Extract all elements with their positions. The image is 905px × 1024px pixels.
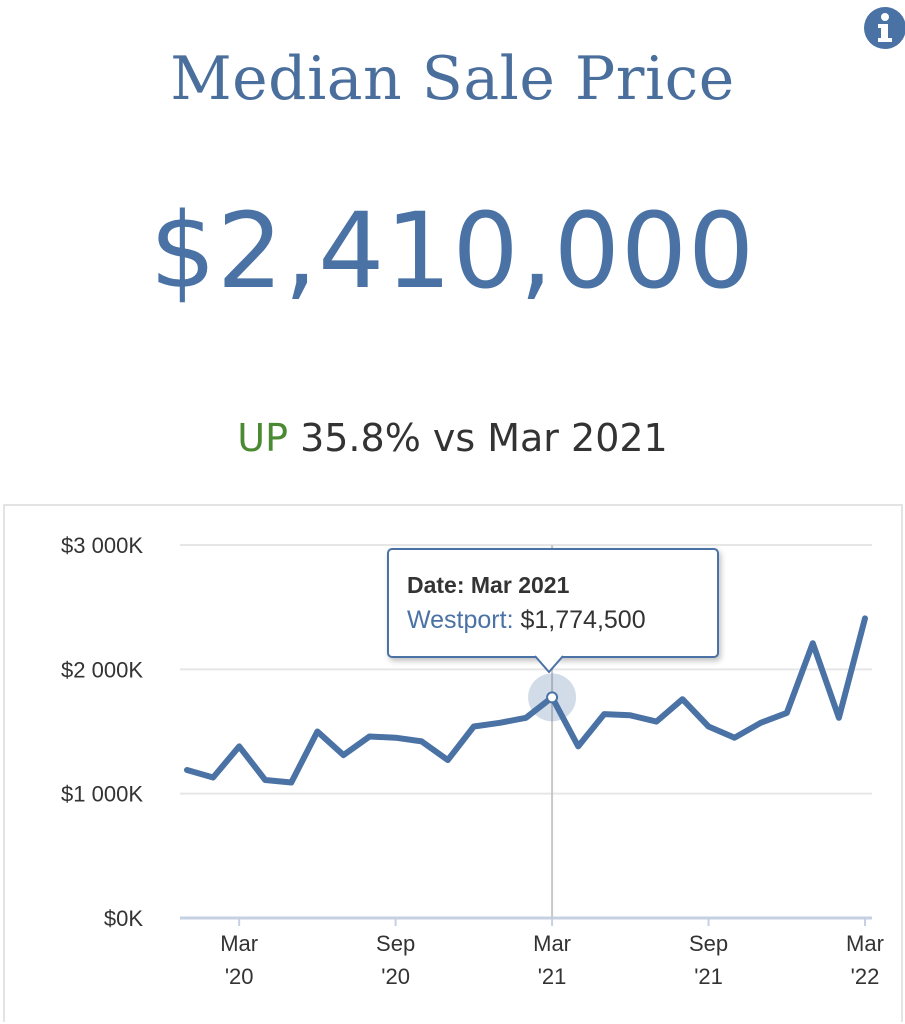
- x-tick-label: Mar: [846, 931, 884, 956]
- tooltip-value-line: Westport: $1,774,500: [407, 602, 717, 638]
- y-tick-label: $0K: [104, 906, 143, 931]
- x-tick-label: Mar: [533, 931, 571, 956]
- y-tick-label: $3 000K: [61, 533, 143, 558]
- x-tick-label: Sep: [376, 931, 415, 956]
- chart-tooltip: Date: Mar 2021 Westport: $1,774,500: [387, 548, 719, 658]
- y-tick-label: $2 000K: [61, 657, 143, 682]
- change-direction: UP: [237, 416, 288, 460]
- change-text: 35.8% vs Mar 2021: [300, 416, 668, 460]
- median-price-value: $2,410,000: [149, 190, 756, 312]
- info-icon[interactable]: [863, 6, 905, 50]
- x-tick-label: '21: [538, 964, 567, 989]
- hover-point[interactable]: [546, 691, 559, 704]
- x-tick-label: Mar: [220, 931, 258, 956]
- x-tick-label: '21: [694, 964, 723, 989]
- change-summary: UP 35.8% vs Mar 2021: [0, 416, 905, 460]
- tooltip-series-name: Westport:: [407, 606, 514, 634]
- chart-card: [3, 504, 903, 1022]
- tooltip-arrow: [535, 655, 563, 673]
- x-tick-label: '20: [225, 964, 254, 989]
- page-title: Median Sale Price: [170, 44, 735, 114]
- tooltip-date: Date: Mar 2021: [407, 572, 570, 598]
- x-tick-label: '22: [851, 964, 880, 989]
- tooltip-series-value: $1,774,500: [520, 606, 646, 634]
- x-tick-label: '20: [381, 964, 410, 989]
- y-tick-label: $1 000K: [61, 782, 143, 807]
- x-tick-label: Sep: [689, 931, 728, 956]
- series-line-westport: [184, 615, 868, 786]
